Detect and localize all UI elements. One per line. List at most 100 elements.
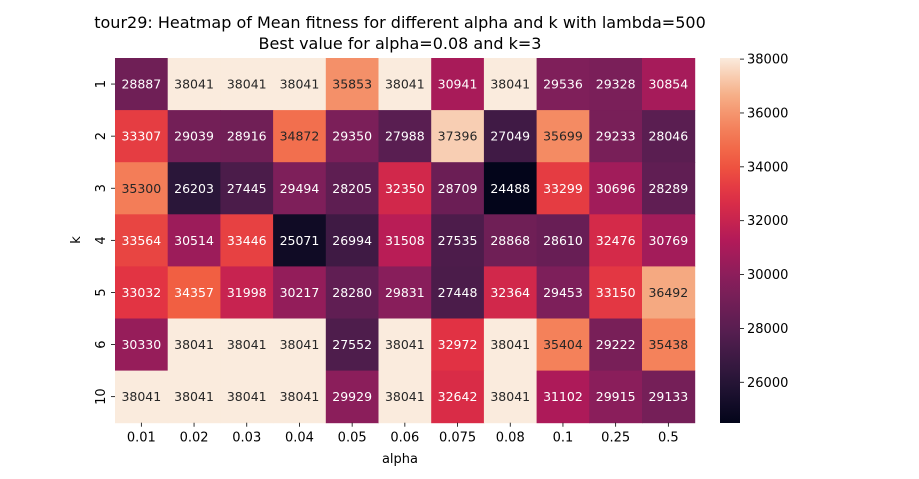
cell-value-label: 30217 [280, 285, 320, 300]
cell-value-label: 29536 [543, 77, 583, 92]
y-tick-label: 2 [94, 132, 109, 140]
heatmap-cell [536, 58, 590, 111]
colorbar-tick-label: 26000 [747, 376, 788, 391]
heatmap-cell [431, 370, 485, 424]
x-axis-label: alpha [382, 452, 418, 467]
cell-value-label: 27535 [438, 233, 478, 248]
x-tick-label: 0.1 [553, 431, 574, 446]
cell-value-label: 31998 [227, 285, 267, 300]
cell-value-label: 29328 [596, 77, 636, 92]
cell-value-label: 27049 [490, 129, 530, 144]
heatmap-cell [589, 58, 643, 111]
y-tick-label: 10 [94, 388, 109, 405]
cell-value-label: 38041 [280, 389, 320, 404]
heatmap-cell [273, 58, 327, 111]
x-tick-label: 0.5 [658, 431, 679, 446]
heatmap-cell [642, 370, 696, 424]
cell-value-label: 28289 [648, 181, 688, 196]
heatmap-cell [167, 110, 221, 163]
heatmap-cell [431, 162, 485, 215]
cell-value-label: 27988 [385, 129, 425, 144]
heatmap-cell [325, 318, 379, 372]
colorbar-tick-label: 32000 [747, 214, 788, 229]
cell-value-label: 27552 [332, 337, 372, 352]
colorbar-tick-label: 34000 [747, 160, 788, 175]
x-tick-label: 0.02 [180, 431, 209, 446]
heatmap-cell [167, 58, 221, 111]
cell-value-label: 35404 [543, 337, 583, 352]
cell-value-label: 38041 [121, 389, 161, 404]
heatmap-cell [273, 370, 327, 424]
x-tick-label: 0.04 [285, 431, 314, 446]
cell-value-label: 27448 [438, 285, 478, 300]
y-tick-label: 3 [94, 184, 109, 192]
heatmap-cell [536, 370, 590, 424]
cell-value-label: 38041 [227, 337, 267, 352]
cell-value-label: 30854 [648, 77, 688, 92]
x-tick-label: 0.01 [127, 431, 156, 446]
cell-value-label: 33150 [596, 285, 636, 300]
colorbar-tick-label: 28000 [747, 322, 788, 337]
heatmap-cell [378, 214, 432, 267]
heatmap-cell [325, 110, 379, 163]
cell-value-label: 38041 [490, 389, 530, 404]
x-axis-ticks: 0.01 0.02 0.03 0.04 0.05 0.06 0.075 0.08 0.1 0.25… [127, 422, 679, 446]
cell-value-label: 33032 [121, 285, 161, 300]
cell-value-label: 37396 [438, 129, 478, 144]
cell-value-label: 29929 [332, 389, 372, 404]
heatmap-cell [431, 266, 485, 319]
heatmap-cell [378, 318, 432, 372]
cell-value-label: 34357 [174, 285, 214, 300]
heatmap-cell [642, 214, 696, 267]
heatmap-cell [220, 318, 274, 372]
cell-value-label: 33564 [121, 233, 161, 248]
heatmap-cell [642, 58, 696, 111]
y-axis-label: k [69, 236, 84, 244]
cell-value-label: 28610 [543, 233, 583, 248]
heatmap-cell [273, 266, 327, 319]
x-tick-label: 0.08 [496, 431, 525, 446]
heatmap-cell [431, 58, 485, 111]
heatmap-cell [642, 110, 696, 163]
heatmap-cell [220, 162, 274, 215]
cell-value-label: 32350 [385, 181, 425, 196]
cell-value-label: 29831 [385, 285, 425, 300]
x-tick-label: 0.05 [338, 431, 367, 446]
colorbar-tick-label: 30000 [747, 268, 788, 283]
heatmap-cell [378, 110, 432, 163]
chart-subtitle: Best value for alpha=0.08 and k=3 [259, 34, 542, 53]
heatmap-cell [536, 318, 590, 372]
heatmap-cell [378, 266, 432, 319]
cell-value-label: 35438 [648, 337, 688, 352]
heatmap-cell [536, 266, 590, 319]
chart-title: tour29: Heatmap of Mean fitness for diff… [94, 13, 706, 32]
y-tick-label: 5 [94, 288, 109, 296]
heatmap-cell [115, 162, 169, 215]
heatmap-cell [115, 214, 169, 267]
cell-value-label: 38041 [490, 337, 530, 352]
x-tick-label: 0.03 [232, 431, 261, 446]
heatmap-cell [115, 110, 169, 163]
heatmap-cell [378, 58, 432, 111]
heatmap-cell [325, 214, 379, 267]
heatmap-cell [536, 110, 590, 163]
cell-value-label: 38041 [174, 389, 214, 404]
heatmap-cells: 28887 38041 38041 38041 35853 38041 30941 38041… [115, 58, 696, 424]
cell-value-label: 33299 [543, 181, 583, 196]
cell-value-label: 26994 [332, 233, 372, 248]
cell-value-label: 30696 [596, 181, 636, 196]
heatmap-cell [273, 214, 327, 267]
cell-value-label: 32476 [596, 233, 636, 248]
cell-value-label: 29233 [596, 129, 636, 144]
heatmap-cell [273, 162, 327, 215]
heatmap-cell [115, 318, 169, 372]
cell-value-label: 29915 [596, 389, 636, 404]
cell-value-label: 32364 [490, 285, 530, 300]
x-tick-label: 0.25 [601, 431, 630, 446]
cell-value-label: 38041 [385, 337, 425, 352]
heatmap-cell [273, 110, 327, 163]
heatmap-cell [167, 370, 221, 424]
heatmap-cell [115, 266, 169, 319]
cell-value-label: 27445 [227, 181, 267, 196]
heatmap-cell [220, 266, 274, 319]
